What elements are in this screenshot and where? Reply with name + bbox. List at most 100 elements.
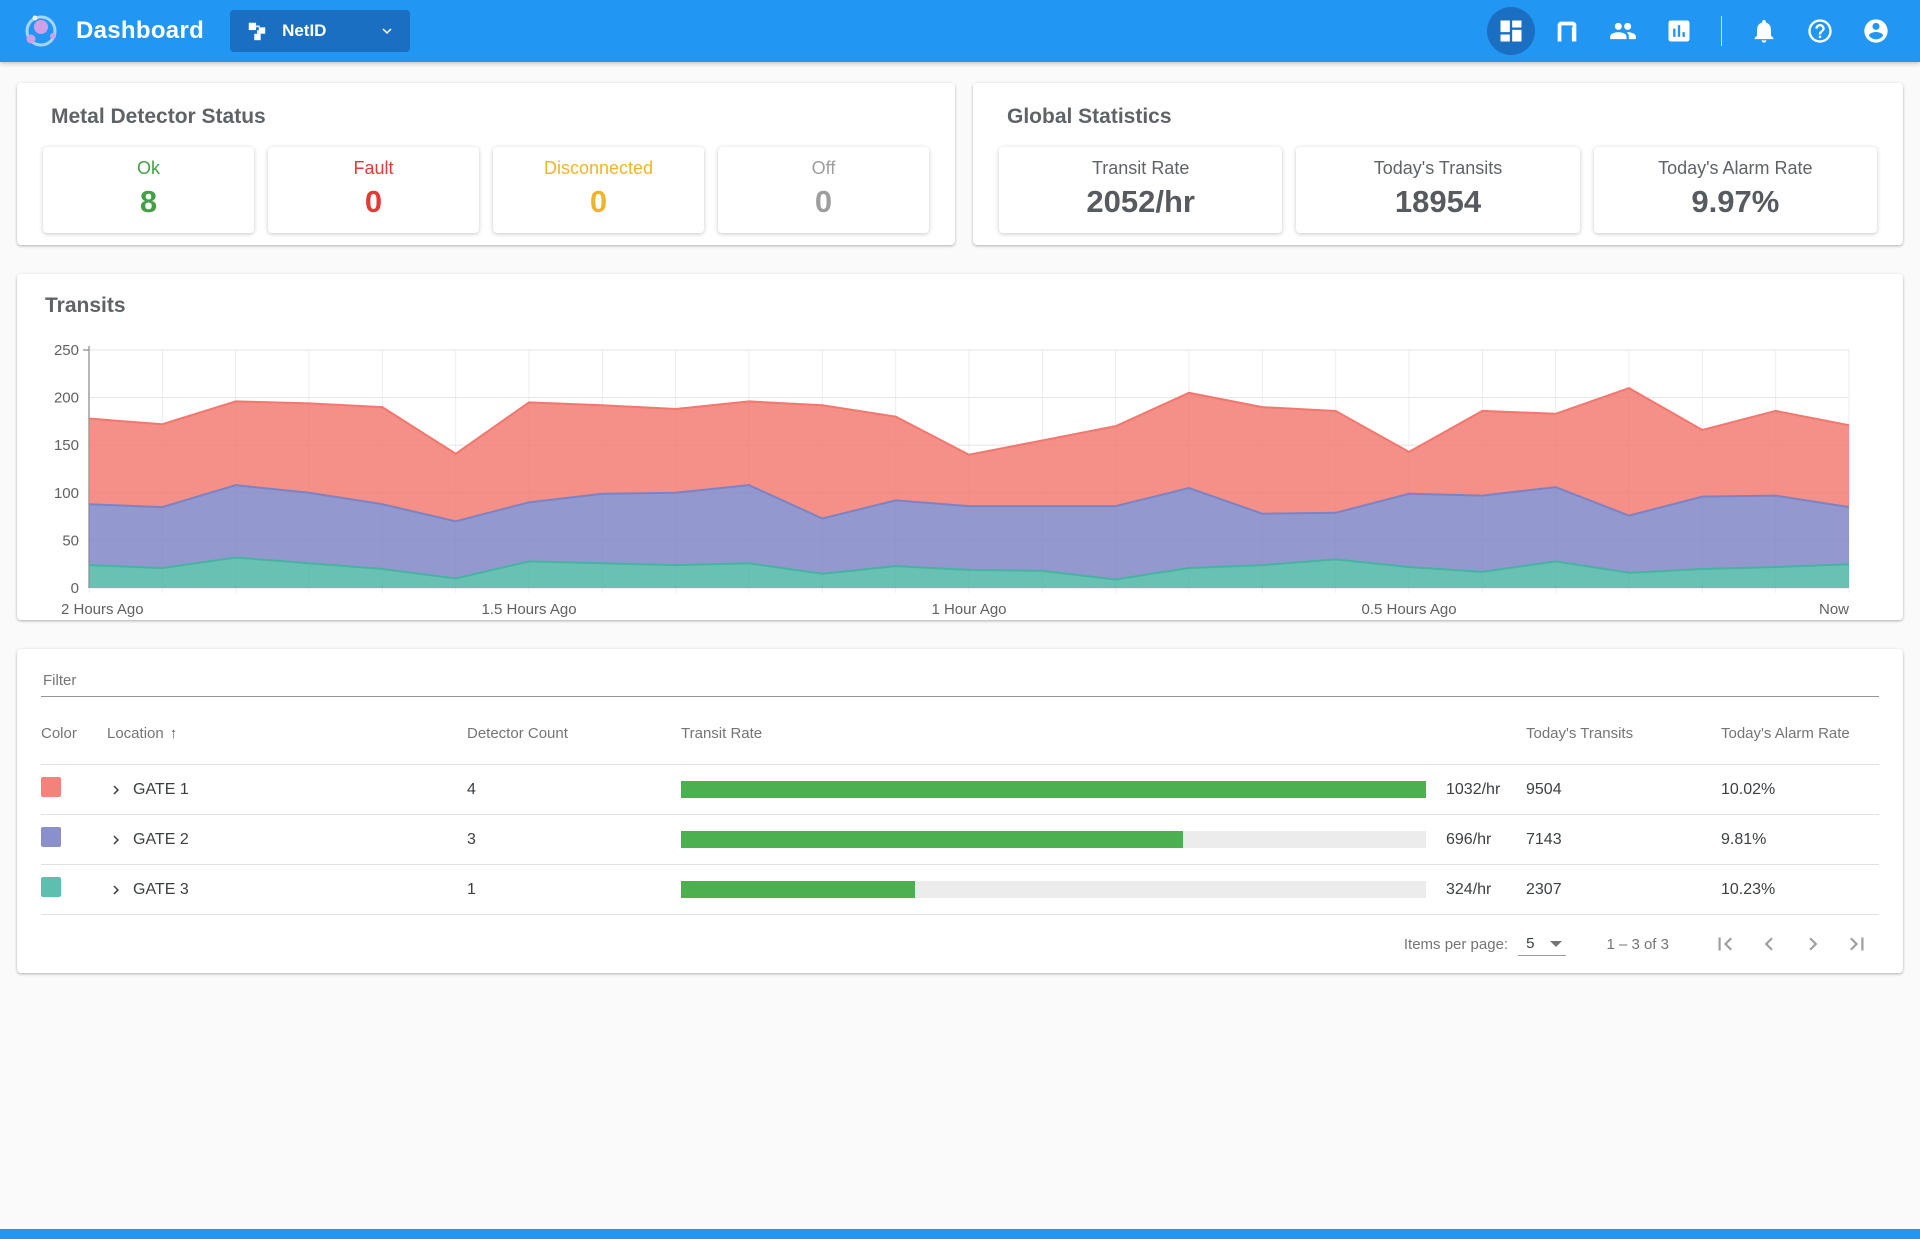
stat-label: Today's Transits [1373,158,1503,178]
row-location-label: GATE 2 [133,830,189,848]
column-header-today-s-transits[interactable]: Today's Transits [1526,725,1721,742]
column-header-today-s-alarm-rate[interactable]: Today's Alarm Rate [1721,725,1879,742]
transit-rate-bar-track [681,781,1426,798]
column-header-location[interactable]: Location ↑ [107,725,467,742]
row-todays-transits: 9504 [1526,780,1562,798]
first-page-button[interactable] [1703,922,1747,966]
site-selector-label: NetID [282,21,327,40]
svg-text:1 Hour Ago: 1 Hour Ago [931,601,1006,618]
main-content: Metal Detector Status Ok 8 Fault 0 Disconnec… [0,62,1920,973]
row-location-label: GATE 1 [133,780,189,798]
row-color-cell [41,877,107,902]
items-per-page-value: 5 [1526,935,1535,952]
chevron-right-icon [1809,937,1818,951]
status-label: Ok [136,158,160,178]
row-color-chip [41,827,61,847]
status-label: Disconnected [543,158,654,178]
first-page-icon [1718,937,1732,951]
dashboard-icon [1500,20,1522,42]
table-row[interactable]: GATE 1 4 1032/hr 9504 10.02% [41,765,1879,815]
row-color-chip [41,877,61,897]
transits-area-chart: 0 50 100 150 200 250 2 Hours Ago 1.5 Hours Ago 1… [37,336,1883,626]
expand-row-icon[interactable] [107,831,125,849]
table-row[interactable]: GATE 2 3 696/hr 7143 9.81% [41,815,1879,865]
status-mini-card: Disconnected 0 [493,147,704,233]
transit-rate-bar-fill [681,831,1184,848]
sort-ascending-icon: ↑ [169,725,178,742]
nav-reports-button[interactable] [1655,7,1703,55]
row-detector-count: 3 [467,830,476,848]
expand-row-icon[interactable] [107,881,125,899]
row-color-cell [41,827,107,852]
svg-text:250: 250 [54,342,79,359]
status-mini-card: Fault 0 [268,147,479,233]
row-location-cell: GATE 3 [107,881,467,899]
column-header-label: Location [107,725,164,742]
expand-row-icon[interactable] [107,781,125,799]
global-statistics-title: Global Statistics [1007,105,1172,128]
status-label: Fault [353,158,394,178]
row-location-cell: GATE 1 [107,781,467,799]
detectors-table-card: Color Location ↑ Detector Count Transit Rate… [17,649,1903,973]
nav-detectors-button[interactable] [1543,7,1591,55]
people-icon [1610,22,1636,40]
status-mini-card: Off 0 [718,147,929,233]
column-header-label: Today's Transits [1526,725,1634,742]
nav-dashboard-button[interactable] [1487,7,1535,55]
svg-text:200: 200 [54,390,79,407]
items-per-page-select[interactable]: 5 [1518,932,1567,956]
stat-label: Today's Alarm Rate [1658,158,1813,178]
row-detector-count: 4 [467,780,476,798]
status-value: 8 [139,184,158,219]
column-header-transit-rate[interactable]: Transit Rate [681,725,1526,742]
global-stat-mini-card: Transit Rate 2052/hr [999,147,1283,233]
stat-value: 18954 [1394,184,1482,219]
account-icon [1864,19,1888,43]
row-todays-alarm-rate: 10.02% [1721,780,1776,798]
account-button[interactable] [1852,7,1900,55]
help-button[interactable] [1796,7,1844,55]
paginator-range-label: 1 – 3 of 3 [1606,935,1669,953]
row-transit-rate-cell: 324/hr [681,881,1526,899]
row-transit-rate-cell: 696/hr [681,831,1526,849]
filter-input[interactable] [41,665,1879,697]
table-row[interactable]: GATE 3 1 324/hr 2307 10.23% [41,865,1879,915]
row-location-cell: GATE 2 [107,831,467,849]
app-logo-icon [20,10,62,52]
row-todays-alarm-rate: 10.23% [1721,880,1776,898]
column-header-color[interactable]: Color [41,725,107,742]
column-header-label: Transit Rate [681,725,763,742]
row-transit-rate-value: 324/hr [1446,880,1492,898]
stat-label: Transit Rate [1091,158,1190,178]
page-title: Dashboard [76,17,205,44]
row-transit-rate-value: 696/hr [1446,830,1492,848]
stat-value: 2052/hr [1086,184,1195,219]
svg-text:Now: Now [1819,601,1849,618]
bell-icon [1754,19,1774,43]
table-header-row: Color Location ↑ Detector Count Transit Rate… [41,703,1879,765]
column-header-detector-count[interactable]: Detector Count [467,725,681,742]
transit-rate-bar-track [681,881,1426,898]
global-stat-mini-card: Today's Transits 18954 [1296,147,1580,233]
notifications-button[interactable] [1740,7,1788,55]
transits-chart-card: Transits 0 50 100 150 200 250 2 Hours Ago 1.5 H… [17,274,1903,620]
row-detector-count: 1 [467,880,476,898]
stats-grid: Transit Rate 2052/hr Today's Transits 18954… [999,147,1877,233]
next-page-button[interactable] [1791,922,1835,966]
global-statistics-card: Global Statistics Transit Rate 2052/hr Tod… [973,83,1903,245]
previous-page-button[interactable] [1747,922,1791,966]
header-divider [1721,16,1722,46]
svg-text:2 Hours Ago: 2 Hours Ago [61,601,144,618]
last-page-icon [1850,937,1864,951]
help-icon [1808,19,1832,43]
svg-text:0.5 Hours Ago: 0.5 Hours Ago [1361,601,1456,618]
last-page-button[interactable] [1835,922,1879,966]
status-value: 0 [364,184,383,219]
stat-value: 9.97% [1691,184,1780,219]
svg-text:0: 0 [71,580,79,597]
nav-users-button[interactable] [1599,7,1647,55]
svg-text:150: 150 [54,437,79,454]
row-location-label: GATE 3 [133,880,189,898]
site-selector-dropdown[interactable]: NetID [230,10,411,52]
column-header-label: Detector Count [467,725,568,742]
